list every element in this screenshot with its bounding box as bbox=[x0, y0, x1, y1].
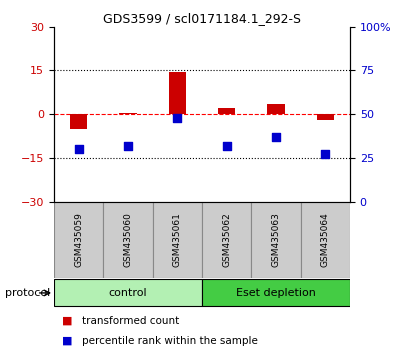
Text: GSM435060: GSM435060 bbox=[124, 212, 132, 267]
Bar bbox=[103, 202, 153, 278]
Point bbox=[224, 143, 230, 149]
Bar bbox=[202, 202, 251, 278]
Bar bbox=[202, 279, 350, 307]
Point bbox=[273, 134, 279, 140]
Text: control: control bbox=[109, 288, 147, 298]
Bar bbox=[317, 114, 334, 120]
Text: Eset depletion: Eset depletion bbox=[236, 288, 316, 298]
Bar bbox=[218, 108, 235, 114]
Text: percentile rank within the sample: percentile rank within the sample bbox=[82, 336, 258, 346]
Text: GSM435061: GSM435061 bbox=[173, 212, 182, 267]
Bar bbox=[267, 104, 285, 114]
Bar bbox=[119, 113, 137, 114]
Text: GSM435063: GSM435063 bbox=[272, 212, 280, 267]
Text: ■: ■ bbox=[62, 316, 72, 326]
Bar bbox=[54, 279, 202, 307]
Point bbox=[174, 115, 180, 120]
Bar bbox=[54, 202, 103, 278]
Title: GDS3599 / scl0171184.1_292-S: GDS3599 / scl0171184.1_292-S bbox=[103, 12, 301, 25]
Text: ■: ■ bbox=[62, 336, 72, 346]
Text: protocol: protocol bbox=[5, 288, 50, 298]
Bar bbox=[169, 72, 186, 114]
Text: GSM435064: GSM435064 bbox=[321, 212, 330, 267]
Text: transformed count: transformed count bbox=[82, 316, 179, 326]
Point bbox=[322, 152, 328, 157]
Point bbox=[76, 147, 82, 152]
Bar bbox=[153, 202, 202, 278]
Bar bbox=[301, 202, 350, 278]
Point bbox=[125, 143, 131, 149]
Text: GSM435062: GSM435062 bbox=[222, 212, 231, 267]
Text: GSM435059: GSM435059 bbox=[74, 212, 83, 267]
Bar bbox=[251, 202, 301, 278]
Bar bbox=[70, 114, 87, 129]
